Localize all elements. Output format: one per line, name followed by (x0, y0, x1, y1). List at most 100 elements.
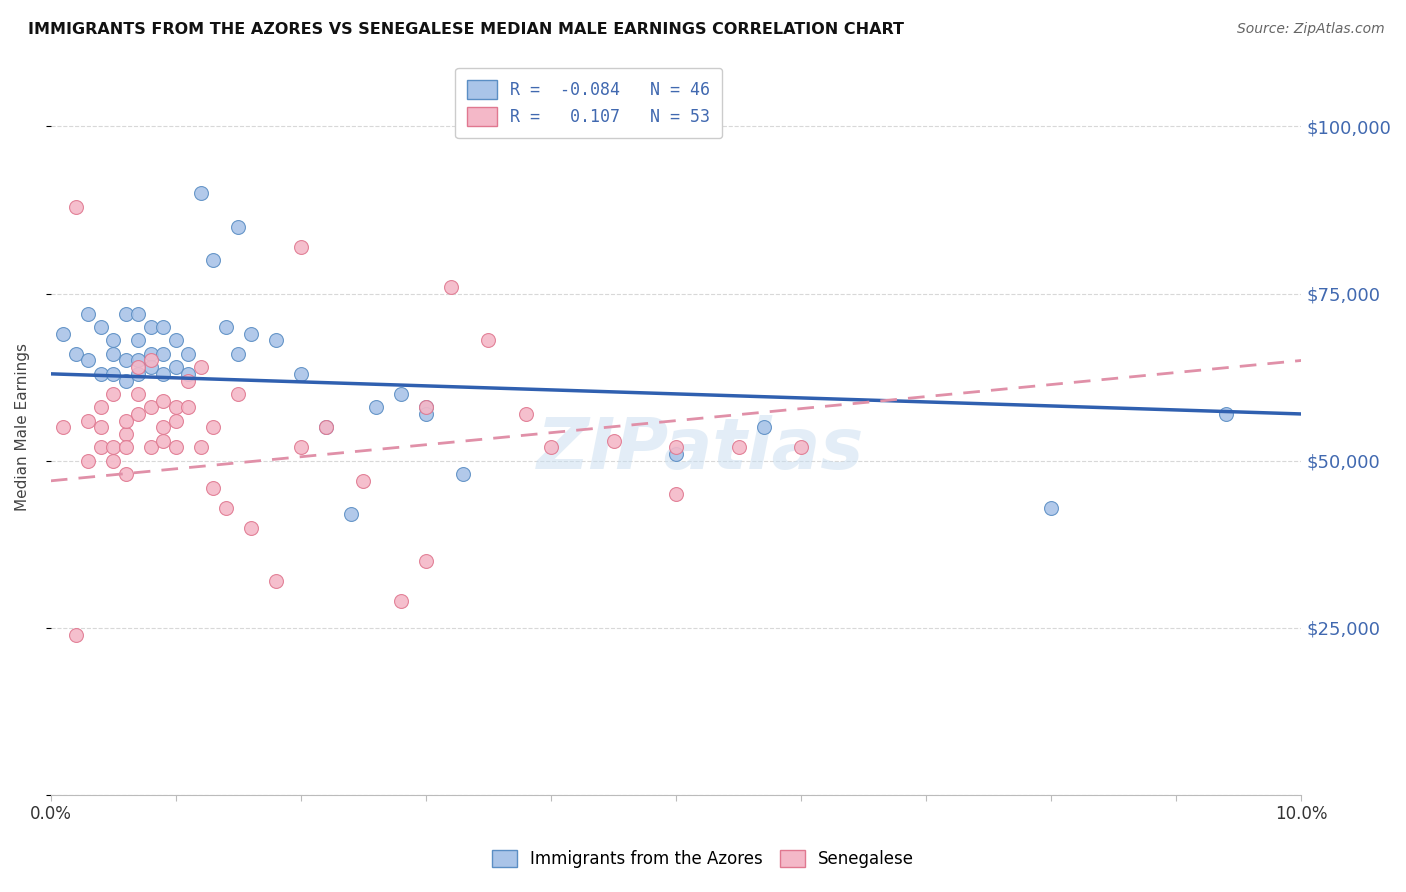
Point (103, 454, 125, 468)
Point (290, 367, 312, 381)
Point (264, 334, 287, 348)
Point (77, 414, 100, 428)
Y-axis label: Median Male Earnings: Median Male Earnings (15, 343, 30, 511)
Point (315, 420, 337, 434)
Point (415, 554, 437, 568)
Point (477, 334, 499, 348)
Point (52, 420, 75, 434)
Point (315, 420, 337, 434)
Point (52, 326, 75, 341)
Point (139, 320, 162, 334)
Point (77, 307, 100, 321)
Point (152, 434, 174, 448)
Point (115, 307, 138, 321)
Point (115, 467, 138, 482)
Point (389, 594, 412, 608)
Point (152, 420, 174, 434)
Point (152, 367, 174, 381)
Point (215, 320, 238, 334)
Point (202, 420, 225, 434)
Point (290, 240, 312, 254)
Point (115, 414, 138, 428)
Point (177, 367, 200, 381)
Point (90, 367, 112, 381)
Point (453, 467, 475, 482)
Point (190, 360, 212, 375)
Point (415, 401, 437, 415)
Point (152, 320, 174, 334)
Point (127, 387, 149, 401)
Point (665, 441, 688, 455)
Point (115, 427, 138, 442)
Point (239, 521, 262, 535)
Point (215, 500, 238, 515)
Point (727, 441, 749, 455)
Point (790, 441, 813, 455)
Point (127, 360, 149, 375)
Point (115, 353, 138, 368)
Point (127, 407, 149, 421)
Point (103, 387, 125, 401)
Point (202, 253, 225, 268)
Point (202, 481, 225, 495)
Point (165, 360, 187, 375)
Point (152, 393, 174, 408)
Point (90, 420, 112, 434)
Point (1215, 407, 1237, 421)
Point (165, 414, 187, 428)
Point (290, 441, 312, 455)
Point (665, 487, 688, 501)
Point (190, 441, 212, 455)
Text: Source: ZipAtlas.com: Source: ZipAtlas.com (1237, 22, 1385, 37)
Point (139, 441, 162, 455)
Point (103, 334, 125, 348)
Point (602, 434, 624, 448)
Text: ZIPatlas: ZIPatlas (537, 415, 865, 483)
Legend: Immigrants from the Azores, Senegalese: Immigrants from the Azores, Senegalese (485, 843, 921, 875)
Point (540, 441, 562, 455)
Point (665, 447, 688, 461)
Point (165, 401, 187, 415)
Point (127, 334, 149, 348)
Point (165, 334, 187, 348)
Legend: R =  -0.084   N = 46, R =   0.107   N = 53: R = -0.084 N = 46, R = 0.107 N = 53 (456, 68, 721, 138)
Point (228, 347, 250, 361)
Point (90, 320, 112, 334)
Point (177, 401, 200, 415)
Point (127, 367, 149, 381)
Point (115, 374, 138, 388)
Point (65, 347, 87, 361)
Point (65, 627, 87, 641)
Point (103, 441, 125, 455)
Point (415, 401, 437, 415)
Point (364, 401, 387, 415)
Point (90, 441, 112, 455)
Point (127, 353, 149, 368)
Point (415, 407, 437, 421)
Point (352, 474, 374, 488)
Point (752, 420, 775, 434)
Point (515, 407, 537, 421)
Point (152, 347, 174, 361)
Point (77, 454, 100, 468)
Point (228, 219, 250, 234)
Point (228, 387, 250, 401)
Point (239, 326, 262, 341)
Point (190, 186, 212, 201)
Point (177, 347, 200, 361)
Point (389, 387, 412, 401)
Point (115, 441, 138, 455)
Point (440, 280, 463, 294)
Point (165, 441, 187, 455)
Point (1040, 500, 1063, 515)
Point (65, 200, 87, 214)
Point (177, 374, 200, 388)
Point (103, 367, 125, 381)
Point (139, 401, 162, 415)
Point (340, 508, 363, 522)
Point (77, 353, 100, 368)
Point (139, 347, 162, 361)
Point (90, 401, 112, 415)
Point (515, 120, 537, 134)
Point (139, 353, 162, 368)
